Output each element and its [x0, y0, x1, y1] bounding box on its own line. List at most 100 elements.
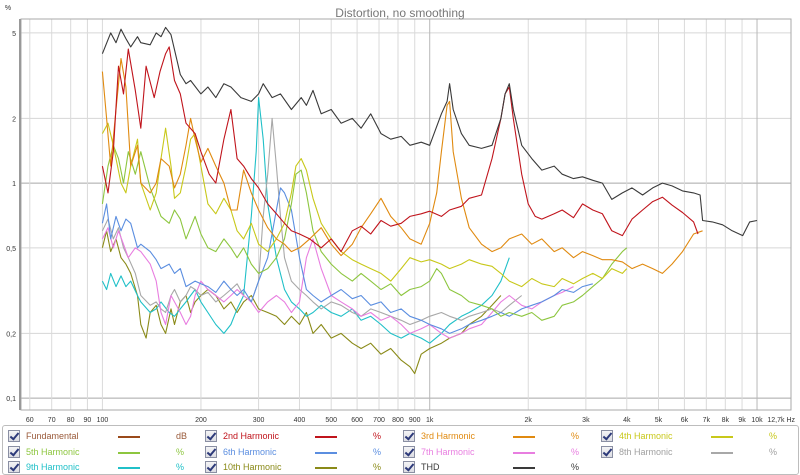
legend-item-8th-harmonic: 8th Harmonic%: [601, 445, 791, 460]
legend-checkbox[interactable]: [205, 445, 217, 458]
legend-item-thd: THD%: [403, 460, 593, 475]
series-line-10th-harmonic: [101, 230, 502, 375]
legend-item-9th-harmonic: 9th Harmonic%: [8, 460, 198, 475]
x-tick-label: 8k: [722, 417, 730, 424]
legend-label: 2nd Harmonic: [223, 431, 280, 441]
legend-label: 3rd Harmonic: [421, 431, 476, 441]
series-line-8th-harmonic: [101, 117, 523, 326]
legend-unit: %: [571, 446, 580, 457]
legend-item-10th-harmonic: 10th Harmonic%: [205, 460, 395, 475]
series-line-5th-harmonic: [101, 144, 628, 321]
x-tick-label: 900: [409, 417, 421, 424]
y-axis-bar: [19, 19, 21, 410]
legend-line-swatch: [118, 451, 140, 454]
legend-checkbox[interactable]: [205, 430, 217, 442]
y-ticks: 5 2 1 0,5 0,2 0,1: [6, 31, 16, 403]
x-tick-label: 3k: [582, 417, 590, 424]
y-tick-label: 1: [12, 181, 16, 188]
x-tick-label: 500: [325, 417, 337, 424]
x-tick-label: 200: [195, 417, 207, 424]
legend-line-swatch: [513, 467, 535, 469]
series-line-9th-harmonic: [101, 97, 510, 344]
legend-line-swatch: [118, 436, 140, 438]
legend-checkbox[interactable]: [601, 445, 613, 458]
legend-label: 6th Harmonic: [223, 446, 277, 457]
x-tick-label: 7k: [703, 417, 711, 424]
chart-title: Distortion, no smoothing: [335, 6, 464, 20]
legend-unit: dB: [176, 431, 188, 441]
legend-label: 10th Harmonic: [223, 462, 282, 472]
x-ticks: 60 70 80 90 100 200 300 400 500 600 700 800 900 1k 2k 3…: [26, 417, 796, 424]
legend-checkbox[interactable]: [403, 430, 415, 442]
legend-unit: %: [769, 431, 778, 441]
y-tick-label: 5: [12, 31, 16, 38]
legend-item-3rd-harmonic: 3rd Harmonic%: [403, 429, 593, 444]
legend-item-fundamental: Fundamental dB: [8, 429, 198, 444]
series-line-4th-harmonic: [101, 122, 628, 288]
series-layer: [101, 26, 758, 375]
x-tick-label: 6k: [681, 417, 689, 424]
x-tick-label: 60: [26, 417, 34, 424]
y-tick-label: 0,2: [6, 331, 16, 338]
y-tick-label: 0,1: [6, 396, 16, 403]
legend-item-7th-harmonic: 7th Harmonic%: [403, 445, 593, 460]
legend-item-4th-harmonic: 4th Harmonic%: [601, 429, 791, 444]
legend-checkbox[interactable]: [403, 461, 415, 473]
legend-checkbox[interactable]: [8, 445, 20, 458]
legend-item-5th-harmonic: 5th Harmonic%: [8, 445, 198, 460]
y-tick-label: 0,5: [6, 246, 16, 253]
legend-checkbox[interactable]: [601, 430, 613, 442]
x-tick-label: 80: [67, 417, 75, 424]
legend-line-swatch: [513, 451, 535, 454]
legend-label: 5th Harmonic: [26, 446, 80, 457]
legend-unit: %: [176, 462, 185, 472]
series-line-7th-harmonic: [101, 227, 574, 339]
series-line-6th-harmonic: [101, 187, 593, 334]
legend-line-swatch: [711, 436, 733, 438]
legend-unit: %: [769, 446, 778, 457]
y-tick-label: 2: [12, 116, 16, 123]
x-tick-label: 600: [351, 417, 363, 424]
x-tick-label: 10k: [751, 417, 763, 424]
x-tick-label: 9k: [738, 417, 746, 424]
legend-line-swatch: [513, 436, 535, 438]
legend-label: 4th Harmonic: [619, 431, 673, 441]
legend-checkbox[interactable]: [8, 461, 20, 473]
legend-unit: %: [571, 431, 580, 441]
x-tick-label: 2k: [525, 417, 533, 424]
legend-line-swatch: [315, 436, 337, 438]
x-tick-label: 1k: [426, 417, 434, 424]
legend-checkbox[interactable]: [205, 461, 217, 473]
legend-line-swatch: [118, 467, 140, 469]
legend: Fundamental dB 2nd Harmonic% 3rd Harmonic% 4…: [2, 425, 799, 475]
legend-unit: %: [373, 431, 382, 441]
legend-line-swatch: [315, 451, 337, 454]
distortion-chart: Distortion, no smoothing % 5210,50,20,1 …: [0, 0, 800, 425]
x-tick-label: 90: [84, 417, 92, 424]
x-tick-label: 300: [253, 417, 265, 424]
legend-checkbox[interactable]: [8, 430, 20, 442]
y-axis-label: %: [5, 5, 11, 12]
chart-background: [0, 0, 800, 425]
legend-label: THD: [421, 462, 440, 472]
x-tick-label: 4k: [623, 417, 631, 424]
legend-item-2nd-harmonic: 2nd Harmonic%: [205, 429, 395, 444]
x-tick-label: 100: [97, 417, 109, 424]
legend-unit: %: [176, 446, 185, 457]
x-tick-label: 400: [294, 417, 306, 424]
legend-unit: %: [373, 446, 382, 457]
series-line-3rd-harmonic: [101, 57, 703, 274]
series-line-2nd-harmonic: [101, 46, 699, 253]
x-tick-label: 700: [373, 417, 385, 424]
legend-item-6th-harmonic: 6th Harmonic%: [205, 445, 395, 460]
legend-label: 7th Harmonic: [421, 446, 475, 457]
x-tick-label: 800: [392, 417, 404, 424]
legend-checkbox[interactable]: [403, 445, 415, 458]
x-tick-label: 70: [48, 417, 56, 424]
legend-label: Fundamental: [26, 431, 79, 441]
legend-unit: %: [571, 462, 580, 472]
x-tick-label: 12,7k Hz: [767, 417, 795, 424]
legend-label: 9th Harmonic: [26, 462, 80, 472]
series-line-thd: [101, 26, 758, 237]
legend-unit: %: [373, 462, 382, 472]
